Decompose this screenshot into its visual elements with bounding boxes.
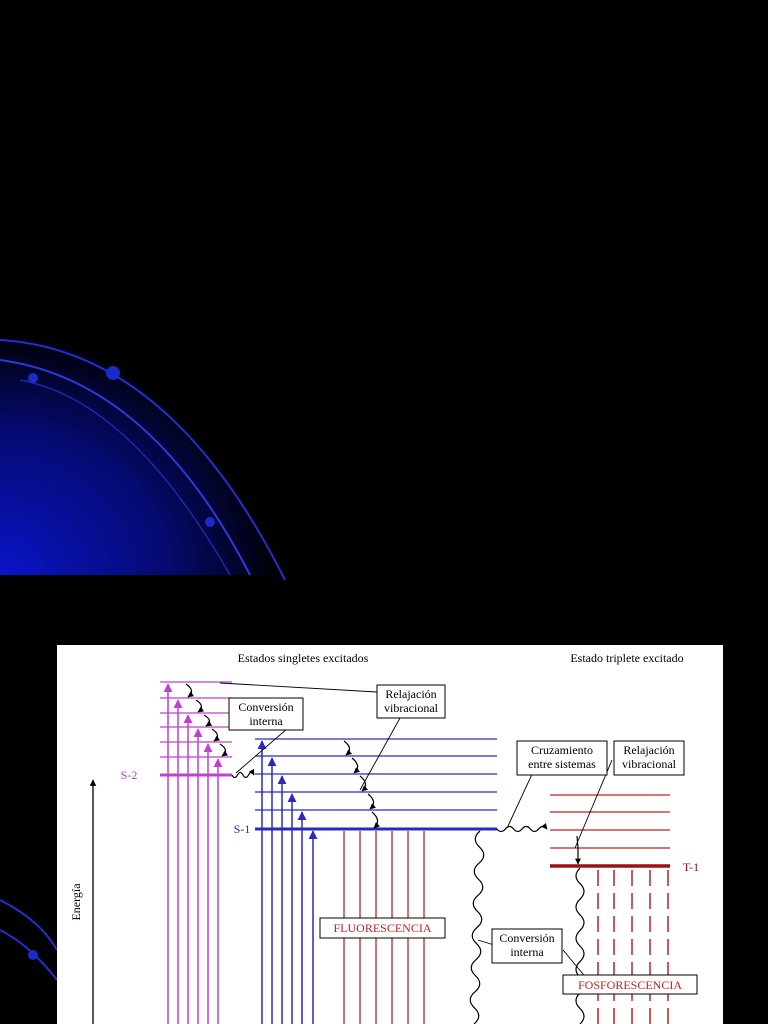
internal-conversion-wave: [231, 768, 255, 779]
relaxation-arrow: [359, 775, 369, 792]
s2-label: S-2: [121, 768, 138, 782]
relaxation-arrow: [203, 714, 213, 727]
process-label: FLUORESCENCIA: [333, 921, 431, 935]
internal-conversion-wave: [469, 830, 485, 1024]
relaxation-arrow: [367, 793, 377, 810]
t1-label: T-1: [683, 860, 699, 874]
relaxation-arrow: [195, 699, 205, 713]
label: Cruzamiento: [531, 743, 593, 757]
label: Conversión: [499, 931, 554, 945]
label-box: [613, 740, 685, 776]
relaxation-arrow: [371, 811, 380, 829]
label: interna: [249, 714, 283, 728]
process-label: FOSFORESCENCIA: [578, 978, 682, 992]
internal-conversion-wave: [575, 867, 585, 1024]
relaxation-arrow: [185, 683, 195, 698]
relaxation-arrow: [343, 740, 353, 756]
label: vibracional: [384, 701, 439, 715]
intersystem-crossing-wave: [496, 822, 548, 833]
leader-line: [219, 682, 378, 693]
energy-label: Energía: [69, 883, 83, 921]
leader-line: [359, 717, 401, 791]
singlets-header: Estados singletes excitados: [238, 651, 369, 665]
label: interna: [510, 945, 544, 959]
label-box: [376, 684, 446, 719]
triplet-header: Estado triplete excitado: [570, 651, 683, 665]
label-box: [491, 928, 563, 964]
label: entre sistemas: [528, 757, 596, 771]
label: Conversión: [238, 700, 293, 714]
s1-label: S-1: [234, 822, 251, 836]
relaxation-arrow: [211, 728, 221, 742]
label-box: [228, 697, 304, 731]
relaxation-arrow: [219, 743, 229, 757]
leader-line: [477, 939, 495, 946]
diagram: Estados singletes excitados Estado tripl…: [69, 651, 699, 1024]
relaxation-arrow: [351, 757, 361, 774]
process-label-box: [562, 974, 698, 995]
label: Relajación: [385, 687, 436, 701]
process-label-box: [319, 917, 446, 939]
label: vibracional: [622, 757, 677, 771]
label-box: [516, 740, 608, 776]
label: Relajación: [623, 743, 674, 757]
decoration: [0, 330, 286, 981]
